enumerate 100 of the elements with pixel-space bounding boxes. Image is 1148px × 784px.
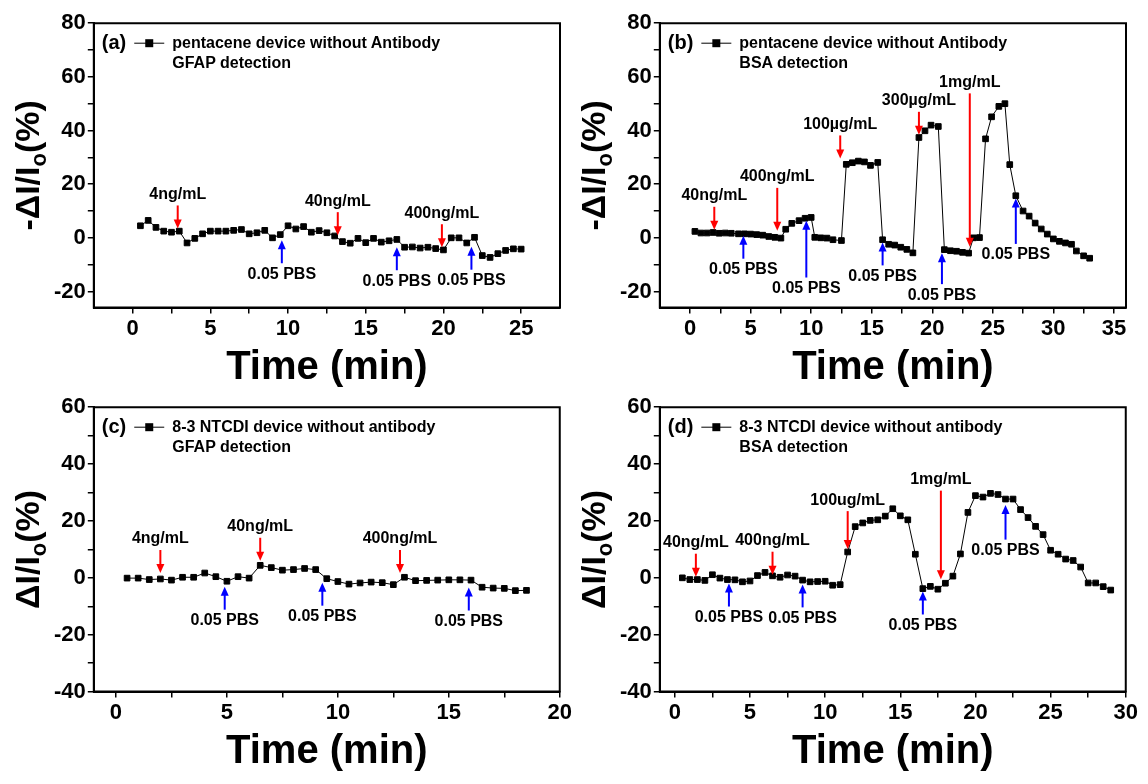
point [896,512,904,520]
y-tick-label: 80 [627,9,652,35]
point [500,585,508,592]
x-tick-label: 25 [980,314,1006,340]
point [168,576,175,584]
x-tick-label: 35 [1101,314,1127,340]
point [523,587,530,594]
y-tick-label: -40 [54,677,86,703]
point [1032,523,1039,530]
y-tick-label: -20 [620,277,652,303]
point [1047,546,1054,554]
point [494,250,502,257]
annotation: 0.05 PBS [981,245,1051,263]
y-tick-label: -20 [54,277,86,303]
point [168,228,175,236]
y-tick-label: -20 [620,620,652,646]
annotation: 4ng/mL [131,529,190,547]
point [256,562,264,569]
point [201,569,209,577]
y-tick-label: 60 [627,62,652,88]
point [1054,550,1062,558]
point [919,585,927,592]
point [1077,563,1084,571]
point [378,579,386,586]
point [489,584,497,592]
point [245,230,253,238]
y-tick-label: 0 [639,563,652,589]
legend-label: 8-3 NTCDI device without antibody BSA detection [739,417,1003,455]
point [746,577,754,585]
point [1084,579,1092,587]
y-tick-label: 40 [627,450,652,476]
point [331,232,338,240]
annotation: 0.05 PBS [907,285,977,303]
point [253,229,261,237]
point [412,577,419,585]
annotation: (b) [667,30,694,53]
annotation: 0.05 PBS [709,260,778,278]
point [510,245,517,253]
point [434,576,442,584]
point [284,222,292,230]
annotation: 0.05 PBS [190,611,260,629]
y-axis-title: ΔI/Io(%) [574,489,618,609]
y-tick-label: 0 [73,223,86,249]
point [806,578,814,586]
annotation: 400ng/mL [739,167,815,185]
y-axis-title: -ΔI/Io(%) [574,100,618,231]
y-tick-label: 20 [627,507,652,533]
point [393,236,401,243]
point [1099,583,1107,590]
point [859,519,867,527]
annotation: 400ng/mL [404,203,480,221]
point [334,578,342,585]
point [784,571,791,579]
x-axis-title: Time (min) [792,727,994,772]
point [679,574,686,582]
point [234,573,242,581]
point [267,564,275,571]
y-tick-label: 40 [61,116,86,142]
annotation: 1mg/mL [910,470,972,488]
y-tick-label: 60 [61,62,86,88]
point [754,572,761,579]
point [362,239,370,246]
x-tick-label: 15 [859,314,884,340]
annotation: 300µg/mL [881,91,957,109]
annotation: (a) [101,30,127,53]
point [134,574,142,582]
point [1107,586,1115,594]
point [345,580,353,588]
point [994,491,1002,498]
point [409,243,416,251]
y-tick-label: 60 [61,393,86,419]
point [874,516,882,524]
point [292,225,300,233]
point [851,523,859,530]
point [866,517,874,524]
point [385,237,393,245]
point [308,228,315,236]
point [315,227,323,234]
y-tick-label: -20 [54,620,86,646]
point [724,576,731,583]
point [214,227,222,235]
x-tick-label: 25 [508,314,534,340]
point [1024,514,1032,521]
point [238,226,245,233]
point [987,490,994,497]
point [175,227,183,235]
annotation: 40ng/mL [681,186,748,204]
point [269,234,276,242]
point [739,578,746,586]
annotation: 0.05 PBS [971,541,1041,559]
point [212,573,220,581]
x-tick-label: 5 [744,314,757,340]
annotation: 0.05 PBS [768,608,838,626]
point [261,227,269,234]
annotation: 4ng/mL [149,184,207,202]
annotation: 0.05 PBS [437,271,506,289]
annotation: (c) [101,414,127,437]
y-axis-title: -ΔI/Io(%) [8,100,52,231]
point [245,574,253,582]
point [323,229,331,237]
